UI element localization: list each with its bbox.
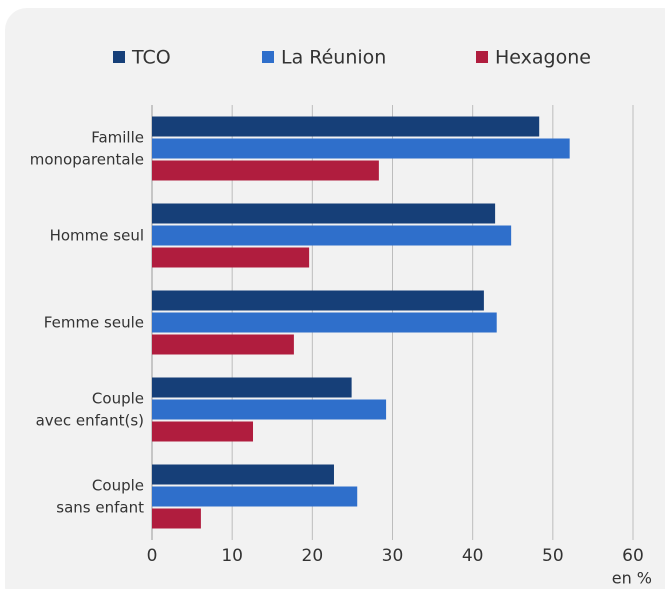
x-tick-label: 60 — [622, 546, 644, 566]
legend-swatch — [262, 51, 274, 63]
y-tick-label-line: sans enfant — [56, 498, 144, 516]
y-tick-label-line: Couple — [92, 476, 144, 494]
bar — [152, 334, 294, 355]
x-tick-label: 30 — [382, 546, 404, 566]
legend-label: TCO — [131, 47, 171, 69]
bar — [152, 247, 310, 268]
x-tick-label: 20 — [302, 546, 324, 566]
y-tick-label: Famille monoparentale — [30, 128, 144, 168]
bar — [152, 399, 387, 420]
y-tick-label: Homme seul — [50, 226, 144, 244]
bar — [152, 312, 497, 333]
y-tick-label-line: Famille — [91, 128, 144, 146]
x-tick-label: 50 — [542, 546, 564, 566]
x-axis-label: en % — [612, 569, 652, 588]
bar — [152, 421, 254, 442]
bar — [152, 225, 512, 246]
bar — [152, 508, 201, 529]
bar — [152, 160, 379, 181]
legend-swatch — [113, 51, 125, 63]
y-tick-label-line: monoparentale — [30, 150, 144, 168]
x-tick-label: 10 — [221, 546, 243, 566]
bar — [152, 116, 540, 137]
bar — [152, 203, 496, 224]
y-tick-label-line: Couple — [92, 389, 144, 407]
bar — [152, 464, 334, 485]
bar — [152, 290, 484, 311]
x-tick-label: 40 — [462, 546, 484, 566]
y-tick-label: Femme seule — [44, 313, 144, 331]
y-tick-label-line: Femme seule — [44, 313, 144, 331]
y-tick-label: Couple sans enfant — [56, 476, 144, 516]
bar — [152, 138, 570, 159]
legend-swatch — [476, 51, 488, 63]
legend-label: Hexagone — [495, 47, 591, 69]
y-tick-label: Couple avec enfant(s) — [36, 389, 144, 429]
y-tick-label-line: Homme seul — [50, 226, 144, 244]
bar — [152, 486, 358, 507]
legend-label: La Réunion — [281, 47, 386, 69]
y-tick-label-line: avec enfant(s) — [36, 411, 144, 429]
bar — [152, 377, 352, 398]
x-tick-label: 0 — [147, 546, 158, 566]
